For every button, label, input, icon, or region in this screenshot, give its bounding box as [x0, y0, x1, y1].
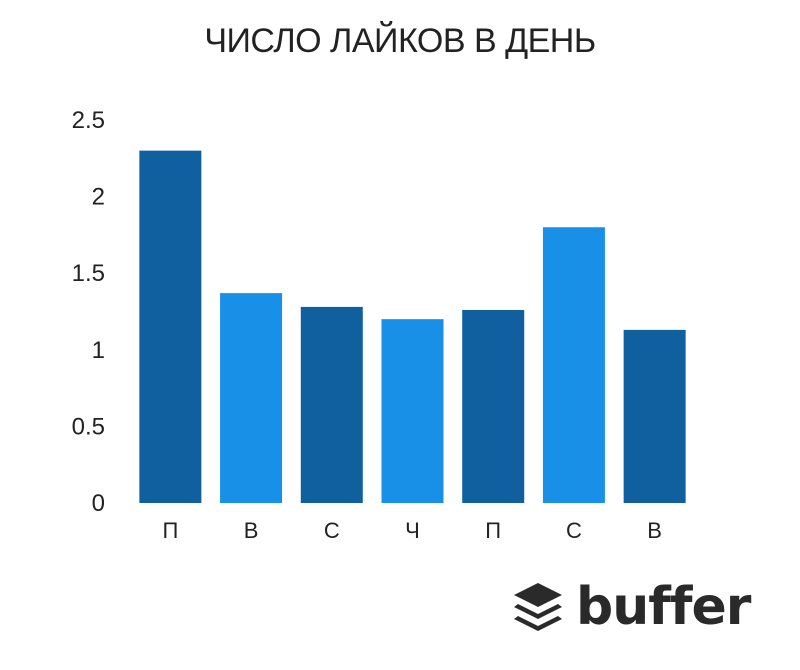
bar	[381, 319, 444, 503]
bar	[220, 293, 283, 503]
chart-title: ЧИСЛО ЛАЙКОВ В ДЕНЬ	[204, 22, 596, 60]
y-tick-label: 0.5	[72, 413, 105, 440]
x-tick-label: П	[162, 518, 178, 543]
y-tick-label: 0	[92, 490, 105, 517]
x-tick-label: В	[244, 518, 259, 543]
bar	[542, 227, 605, 504]
y-tick-label: 2	[92, 184, 105, 211]
bar	[300, 306, 363, 503]
x-tick-label: В	[647, 518, 662, 543]
stacked-layers-icon	[514, 583, 562, 631]
bar	[462, 309, 525, 503]
y-tick-label: 1	[92, 337, 105, 364]
brand-name: buffer	[576, 577, 751, 637]
x-tick-label: Ч	[405, 518, 420, 543]
bar-chart: 0 0.5 1 1.5 2 2.5 П В С Ч П С В	[72, 107, 686, 543]
bar	[139, 150, 202, 503]
x-tick-label: С	[566, 518, 582, 543]
brand-logo: buffer	[510, 572, 751, 642]
x-tick-label: С	[324, 518, 340, 543]
bar	[623, 329, 686, 503]
y-tick-label: 1.5	[72, 260, 105, 287]
y-tick-label: 2.5	[72, 107, 105, 134]
x-tick-label: П	[485, 518, 501, 543]
